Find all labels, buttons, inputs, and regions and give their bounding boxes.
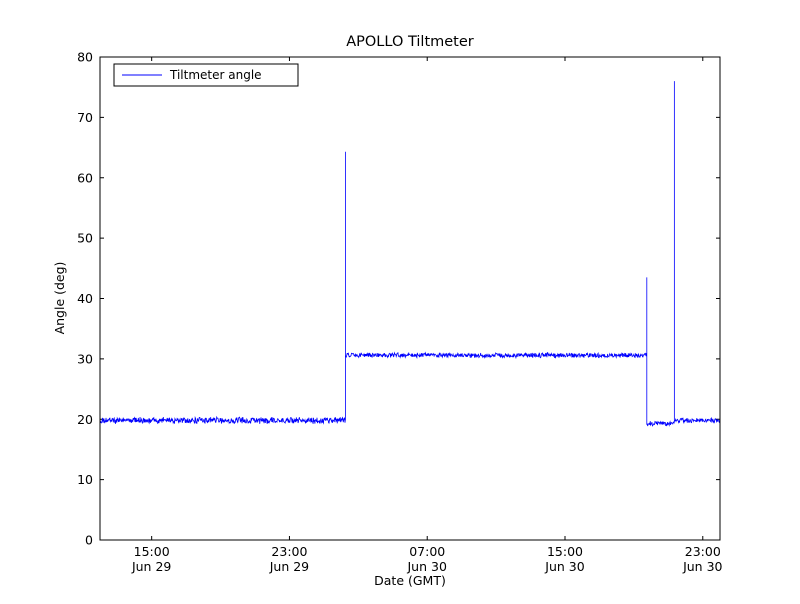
legend: Tiltmeter angle (113, 63, 299, 87)
y-tick-label: 0 (85, 533, 93, 548)
x-tick-label-time: 07:00 (409, 544, 445, 559)
x-tick-label-date: Jun 30 (407, 559, 447, 574)
y-tick-label: 70 (77, 110, 93, 125)
y-tick-label: 60 (77, 170, 93, 185)
y-tick-label: 10 (77, 472, 93, 487)
x-tick-label-date: Jun 29 (131, 559, 171, 574)
x-tick-label-time: 15:00 (134, 544, 170, 559)
y-tick-label: 80 (77, 50, 93, 65)
legend-box (113, 63, 299, 87)
plot-frame (99, 56, 721, 541)
x-tick-label-time: 23:00 (271, 544, 307, 559)
y-tick-label: 40 (77, 291, 93, 306)
x-tick-label-date: Jun 30 (682, 559, 722, 574)
chart-title: APOLLO Tiltmeter (346, 34, 474, 50)
x-tick-label-time: 23:00 (685, 544, 721, 559)
y-tick-label: 30 (77, 351, 93, 366)
plot-background (100, 57, 720, 540)
y-tick-label: 50 (77, 231, 93, 246)
x-tick-label-date: Jun 29 (269, 559, 309, 574)
y-axis-label: Angle (deg) (52, 262, 67, 335)
y-axis-ticks: 0 10 20 30 40 50 60 70 80 (77, 50, 720, 548)
x-axis-label: Date (GMT) (374, 573, 446, 588)
x-tick-label-date: Jun 30 (544, 559, 584, 574)
x-tick-label-time: 15:00 (547, 544, 583, 559)
tiltmeter-series-line (99, 81, 721, 427)
y-tick-label: 20 (77, 412, 93, 427)
legend-label: Tiltmeter angle (169, 68, 262, 82)
